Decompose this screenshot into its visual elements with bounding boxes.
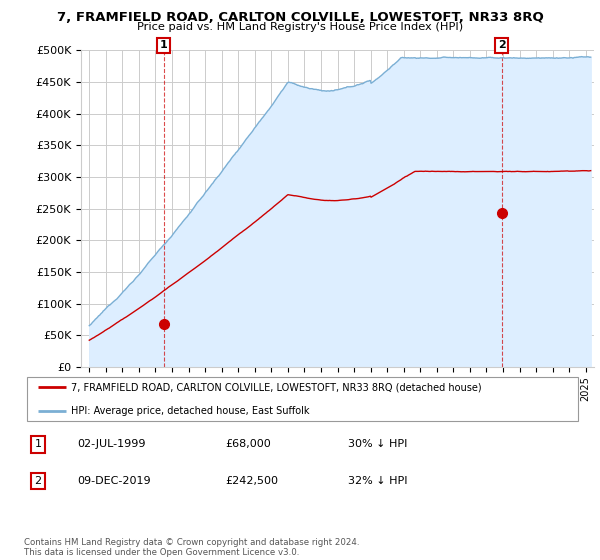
Text: 1: 1 xyxy=(160,40,167,50)
Text: 32% ↓ HPI: 32% ↓ HPI xyxy=(347,476,407,486)
Text: 30% ↓ HPI: 30% ↓ HPI xyxy=(347,440,407,450)
Text: 1: 1 xyxy=(34,440,41,450)
Text: £242,500: £242,500 xyxy=(225,476,278,486)
Text: 09-DEC-2019: 09-DEC-2019 xyxy=(77,476,151,486)
Text: Contains HM Land Registry data © Crown copyright and database right 2024.
This d: Contains HM Land Registry data © Crown c… xyxy=(24,538,359,557)
FancyBboxPatch shape xyxy=(27,377,578,421)
Text: 7, FRAMFIELD ROAD, CARLTON COLVILLE, LOWESTOFT, NR33 8RQ (detached house): 7, FRAMFIELD ROAD, CARLTON COLVILLE, LOW… xyxy=(71,382,482,392)
Text: Price paid vs. HM Land Registry's House Price Index (HPI): Price paid vs. HM Land Registry's House … xyxy=(137,22,463,32)
Text: 02-JUL-1999: 02-JUL-1999 xyxy=(77,440,146,450)
Text: £68,000: £68,000 xyxy=(225,440,271,450)
Text: HPI: Average price, detached house, East Suffolk: HPI: Average price, detached house, East… xyxy=(71,406,310,416)
Text: 7, FRAMFIELD ROAD, CARLTON COLVILLE, LOWESTOFT, NR33 8RQ: 7, FRAMFIELD ROAD, CARLTON COLVILLE, LOW… xyxy=(56,11,544,24)
Text: 2: 2 xyxy=(34,476,41,486)
Text: 2: 2 xyxy=(498,40,506,50)
